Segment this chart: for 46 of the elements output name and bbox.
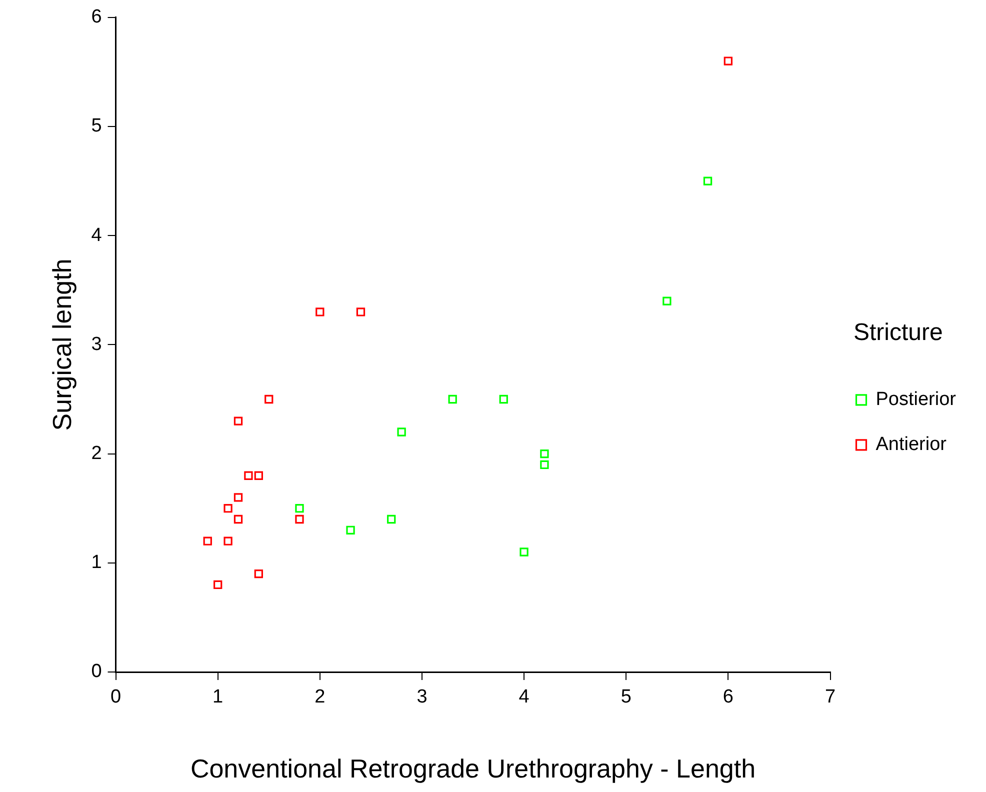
point <box>662 296 672 306</box>
point <box>346 526 355 535</box>
y-tick-label: 5 <box>91 116 102 137</box>
point <box>254 569 263 578</box>
x-tick-label: 7 <box>824 686 836 708</box>
point <box>254 471 263 480</box>
y-tick-label: 1 <box>91 552 102 574</box>
point <box>499 394 508 404</box>
point <box>203 536 212 546</box>
point <box>703 176 712 186</box>
point <box>234 493 243 502</box>
point <box>295 504 304 513</box>
point <box>316 308 324 316</box>
y-tick-label: 2 <box>91 443 102 464</box>
y-tick-label: 4 <box>91 224 102 246</box>
point <box>540 460 549 470</box>
point <box>224 536 232 546</box>
point <box>356 308 366 316</box>
point <box>214 580 222 590</box>
point <box>244 471 253 480</box>
point <box>540 449 549 458</box>
y-tick-label: 6 <box>91 6 102 28</box>
point <box>387 514 396 524</box>
point <box>295 514 304 524</box>
point <box>520 548 528 556</box>
x-tick-label: 2 <box>314 686 326 708</box>
x-tick-label: 4 <box>518 686 530 708</box>
x-tick-label: 5 <box>620 686 632 708</box>
y-axis-title: Surgical length <box>46 258 77 431</box>
y-tick-label: 0 <box>91 661 102 682</box>
x-tick-label: 6 <box>722 686 734 708</box>
x-tick-label: 1 <box>212 686 224 708</box>
legend-title: Stricture <box>853 319 943 346</box>
legend-label: Postierior <box>876 389 957 410</box>
point <box>264 394 274 404</box>
point <box>448 394 457 404</box>
x-axis-title: Conventional Retrograde Urethrography - Length <box>190 754 756 784</box>
point <box>234 514 243 524</box>
legend-label: Antierior <box>876 434 948 456</box>
point <box>234 416 243 426</box>
x-tick-label: 0 <box>110 686 122 708</box>
point <box>724 56 733 66</box>
x-tick-label: 3 <box>416 686 428 708</box>
point <box>397 428 406 436</box>
point <box>224 504 232 513</box>
y-tick-label: 3 <box>91 334 102 355</box>
